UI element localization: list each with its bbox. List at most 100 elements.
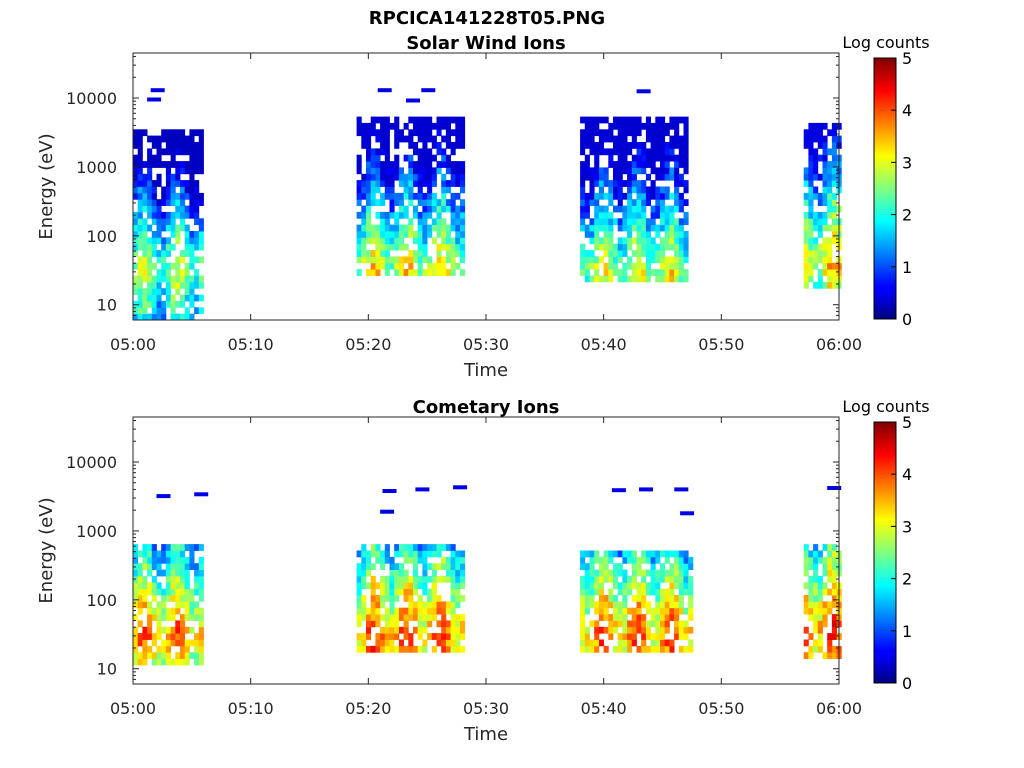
spectrogram-cell	[156, 620, 162, 628]
spectrogram-cell	[375, 135, 381, 143]
spectrogram-cell	[142, 275, 148, 283]
spectrogram-cell	[817, 588, 823, 596]
spectrogram-cell	[617, 218, 623, 226]
spectrogram-cell	[417, 161, 423, 168]
spectrogram-cell	[603, 243, 609, 251]
spectrogram-cell	[147, 192, 153, 200]
spectrogram-cell	[189, 180, 195, 187]
spectrogram-cell	[436, 633, 442, 640]
spectrogram-cell	[613, 243, 619, 251]
spectrogram-cell	[151, 607, 157, 615]
spectrogram-cell	[184, 262, 190, 270]
spectrogram-cell	[137, 569, 143, 577]
spectrogram-cell	[827, 161, 833, 168]
spectrogram-cell	[180, 582, 186, 590]
spectrogram-cell	[645, 161, 651, 168]
spectrogram-cell	[627, 256, 633, 264]
spectrogram-cell	[664, 256, 670, 264]
spectrogram-cell	[356, 588, 362, 596]
spectrogram-cell	[194, 639, 200, 647]
spectrogram-cell	[594, 269, 600, 276]
spectrogram-cell	[608, 186, 614, 194]
spectrogram-cell	[384, 186, 390, 194]
spectrogram-cell	[827, 129, 833, 137]
spectrogram-cell	[817, 582, 823, 590]
spectrogram-cell	[660, 205, 666, 213]
spectrogram-cell	[817, 601, 823, 609]
spectrogram-cell	[361, 129, 367, 137]
spectrogram-cell	[380, 161, 386, 168]
spectrogram-cell	[445, 544, 451, 551]
spectrogram-cell	[417, 626, 423, 634]
spectrogram-cell	[636, 224, 642, 232]
spectrogram-cell	[622, 192, 628, 200]
spectrogram-cell	[594, 626, 600, 634]
spectrogram-cell	[165, 550, 171, 558]
spectrogram-cell	[375, 231, 381, 238]
spectrogram-cell	[831, 180, 837, 187]
spectrogram-cell	[156, 307, 162, 315]
spectrogram-cell	[589, 116, 595, 124]
spectrogram-cell	[398, 607, 404, 615]
spectrogram-cell	[389, 243, 395, 251]
spectrogram-cell	[142, 294, 148, 302]
spectrogram-cell	[603, 575, 609, 583]
spectrogram-cell	[813, 588, 819, 596]
spectrogram-cell	[180, 658, 186, 666]
spectrogram-cell	[165, 288, 171, 295]
spectrogram-cell	[803, 173, 809, 181]
spectrogram-cell	[580, 250, 586, 257]
colorbar-tick-label: 4	[902, 101, 912, 120]
spectrogram-cell	[803, 652, 809, 659]
spectrogram-cell	[170, 626, 176, 634]
spectrogram-cell	[603, 275, 609, 283]
spectrogram-cell	[417, 556, 423, 564]
spectrogram-cell	[584, 167, 590, 175]
spectrogram-cell	[384, 262, 390, 270]
spectrogram-cell	[375, 167, 381, 175]
spectrogram-cell	[175, 582, 181, 590]
spectrogram-cell	[366, 129, 372, 137]
spectrogram-cell	[655, 122, 661, 130]
spectrogram-cell	[808, 262, 814, 270]
spectrogram-cell	[598, 614, 604, 621]
spectrogram-cell	[403, 231, 409, 238]
spectrogram-cell	[584, 262, 590, 270]
spectrogram-cell	[455, 224, 461, 232]
spectrogram-cell	[831, 161, 837, 168]
spectrogram-fleck	[674, 487, 689, 492]
spectrogram-cell	[608, 231, 614, 238]
spectrogram-cell	[650, 582, 656, 590]
spectrogram-cell	[688, 588, 694, 596]
spectrogram-cell	[664, 645, 670, 653]
spectrogram-cell	[147, 199, 153, 206]
spectrogram-cell	[827, 550, 833, 558]
spectrogram-cell	[455, 569, 461, 577]
spectrogram-cell	[161, 626, 167, 634]
spectrogram-cell	[664, 154, 670, 162]
spectrogram-cell	[613, 116, 619, 124]
spectrogram-cell	[678, 262, 684, 270]
spectrogram-cell	[445, 129, 451, 137]
spectrogram-cell	[627, 275, 633, 283]
spectrogram-cell	[631, 218, 637, 226]
spectrogram-cell	[450, 582, 456, 590]
spectrogram-cell	[589, 148, 595, 156]
spectrogram-cell	[403, 135, 409, 143]
spectrogram-cell	[417, 262, 423, 270]
spectrogram-cell	[147, 300, 153, 308]
spectrogram-cell	[147, 607, 153, 615]
spectrogram-cell	[580, 186, 586, 194]
spectrogram-cell	[137, 607, 143, 615]
spectrogram-cell	[627, 224, 633, 232]
spectrogram-cell	[678, 180, 684, 187]
spectrogram-cell	[133, 250, 139, 257]
spectrogram-cell	[366, 122, 372, 130]
spectrogram-cell	[137, 148, 143, 156]
spectrogram-cell	[398, 211, 404, 219]
spectrogram-cell	[137, 313, 143, 321]
spectrogram-cell	[398, 639, 404, 647]
spectrogram-cell	[137, 192, 143, 200]
